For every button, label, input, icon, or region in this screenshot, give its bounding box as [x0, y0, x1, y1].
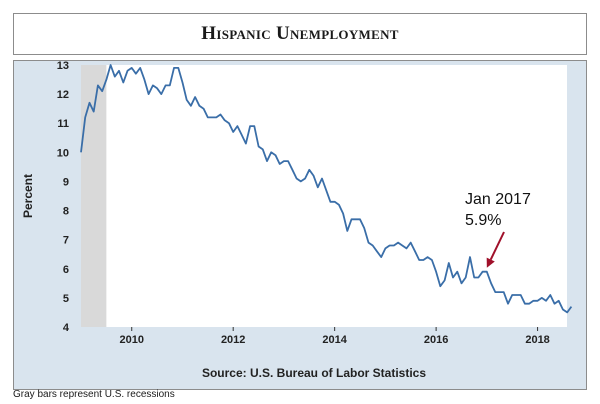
x-tick-label: 2014: [322, 334, 347, 346]
y-tick-label: 11: [57, 118, 69, 130]
y-axis-ticks: 4 5 6 7 8 9 10 11 12 13: [57, 60, 70, 334]
x-tick-label: 2018: [525, 334, 549, 346]
y-tick-label: 9: [63, 176, 69, 188]
annotation-value: 5.9%: [465, 212, 501, 229]
x-tick-label: 2012: [221, 334, 245, 346]
x-tick-label: 2010: [119, 334, 143, 346]
y-tick-label: 4: [63, 322, 70, 334]
y-tick-label: 5: [63, 293, 69, 305]
title-box: Hispanic Unemployment: [13, 13, 587, 55]
annotation-date: Jan 2017: [465, 191, 531, 208]
y-tick-label: 8: [63, 206, 69, 218]
x-tick-label: 2016: [424, 334, 448, 346]
series-layer: [80, 64, 573, 314]
series-line: [80, 64, 573, 314]
y-tick-label: 10: [57, 147, 69, 159]
annotation-arrow: [489, 231, 505, 261]
y-tick-label: 12: [57, 89, 69, 101]
recession-bars: [81, 65, 107, 327]
recession-bar: [81, 65, 107, 327]
chart-title: Hispanic Unemployment: [201, 23, 399, 44]
source-note: Source: U.S. Bureau of Labor Statistics: [202, 366, 426, 380]
annotation: Jan 2017 5.9%: [465, 191, 531, 268]
footnote: Gray bars represent U.S. recessions: [13, 389, 175, 400]
plot-area: [81, 65, 567, 327]
x-axis-ticks: 2010 2012 2014 2016 2018: [119, 327, 550, 346]
annotation-arrowhead: [486, 257, 495, 268]
y-tick-label: 6: [63, 264, 69, 276]
y-axis-label: Percent: [21, 174, 35, 218]
y-tick-label: 13: [57, 60, 69, 72]
y-tick-label: 7: [63, 235, 69, 247]
